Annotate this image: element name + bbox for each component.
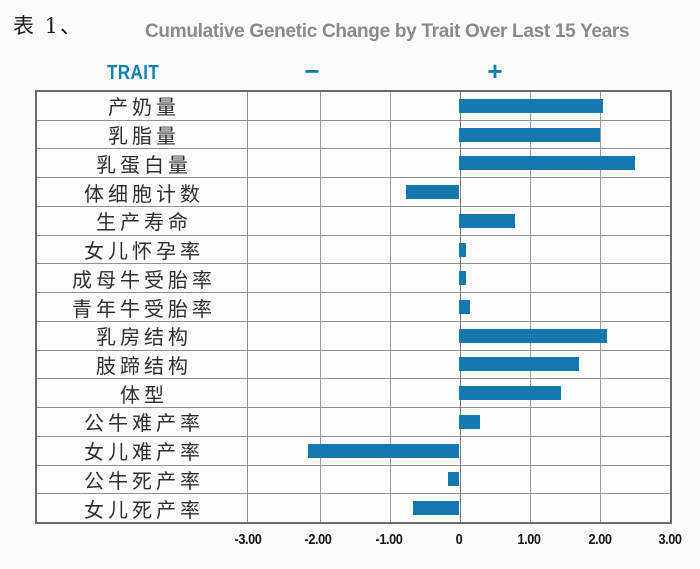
genetic-change-chart: 产奶量 乳脂量 乳蛋白量 体细胞计数 生产寿命 女儿怀孕率 成母牛受胎率 青年牛受胎率 乳房结构… [35,90,672,524]
trait-label-cell: 乳房结构 [37,321,248,350]
bar [459,386,561,401]
table-row: 女儿死产率 [37,494,670,523]
bar-cell [248,293,670,321]
bar [459,156,635,171]
table-caption: 表 1、 [13,14,84,38]
plus-sign-icon: + [487,56,503,86]
table-row: 公牛死产率 [37,465,670,495]
bar-cell [248,494,670,522]
bar-cell [248,466,670,494]
bar-cell [248,207,670,235]
table-row: 肢蹄结构 [37,350,670,380]
table-row: 成母牛受胎率 [37,264,670,294]
table-row: 乳房结构 [37,321,670,351]
bar-cell [248,322,670,350]
x-tick-label: 0 [455,531,463,548]
bar-cell [248,149,670,177]
bar [459,357,579,372]
trait-label-cell: 产奶量 [37,92,248,120]
trait-label-cell: 女儿死产率 [37,494,248,523]
table-row: 生产寿命 [37,206,670,236]
bar [459,300,470,314]
trait-column-header: TRAIT [107,62,160,84]
bar [406,185,459,200]
table-row: 体细胞计数 [37,178,670,207]
chart-title: Cumulative Genetic Change by Trait Over … [145,21,630,42]
x-tick-label: 2.00 [588,531,612,548]
bar-cell [248,379,670,407]
bar [459,328,607,343]
table-row: 乳蛋白量 [37,149,670,179]
bar-cell [248,92,670,120]
trait-label-cell: 生产寿命 [37,206,248,235]
trait-label-cell: 公牛难产率 [37,408,248,436]
table-row: 女儿怀孕率 [37,235,670,265]
table-row: 产奶量 [37,92,670,121]
bar [459,213,516,228]
x-tick-label: -3.00 [234,531,262,548]
trait-label-cell: 女儿难产率 [37,436,248,465]
bar-cell [248,351,670,379]
bar [413,501,459,516]
bar [307,443,459,458]
bar-cell [248,437,670,465]
x-tick-label: -2.00 [304,531,332,548]
bar-cell [248,178,670,206]
bar [448,472,459,487]
trait-label-cell: 体细胞计数 [37,178,248,206]
bar [459,271,467,286]
x-tick-label: 3.00 [658,531,682,548]
trait-label-cell: 体型 [37,379,248,408]
trait-label-cell: 肢蹄结构 [37,350,248,379]
table-row: 公牛难产率 [37,408,670,437]
bar-cell [248,408,670,436]
x-tick-label: 1.00 [517,531,542,548]
bar [459,127,600,142]
table-row: 女儿难产率 [37,436,670,466]
minus-sign-icon: − [304,56,320,86]
trait-label-cell: 乳蛋白量 [37,149,248,178]
x-axis: -3.00 -2.00 -1.00 0 1.00 2.00 3.00 [35,531,682,555]
table-row: 青年牛受胎率 [37,293,670,322]
bar [459,414,481,429]
table-row: 体型 [37,379,670,409]
trait-label-cell: 女儿怀孕率 [37,235,248,264]
bar [459,242,467,257]
bar-cell [248,236,670,264]
trait-label-cell: 成母牛受胎率 [37,264,248,293]
trait-label-cell: 公牛死产率 [37,465,248,494]
bar-cell [248,121,670,149]
trait-label-cell: 青年牛受胎率 [37,293,248,321]
x-tick-label: -1.00 [375,531,403,548]
table-row: 乳脂量 [37,120,670,150]
bar-cell [248,264,670,292]
trait-label-cell: 乳脂量 [37,120,248,149]
bar [459,98,604,113]
